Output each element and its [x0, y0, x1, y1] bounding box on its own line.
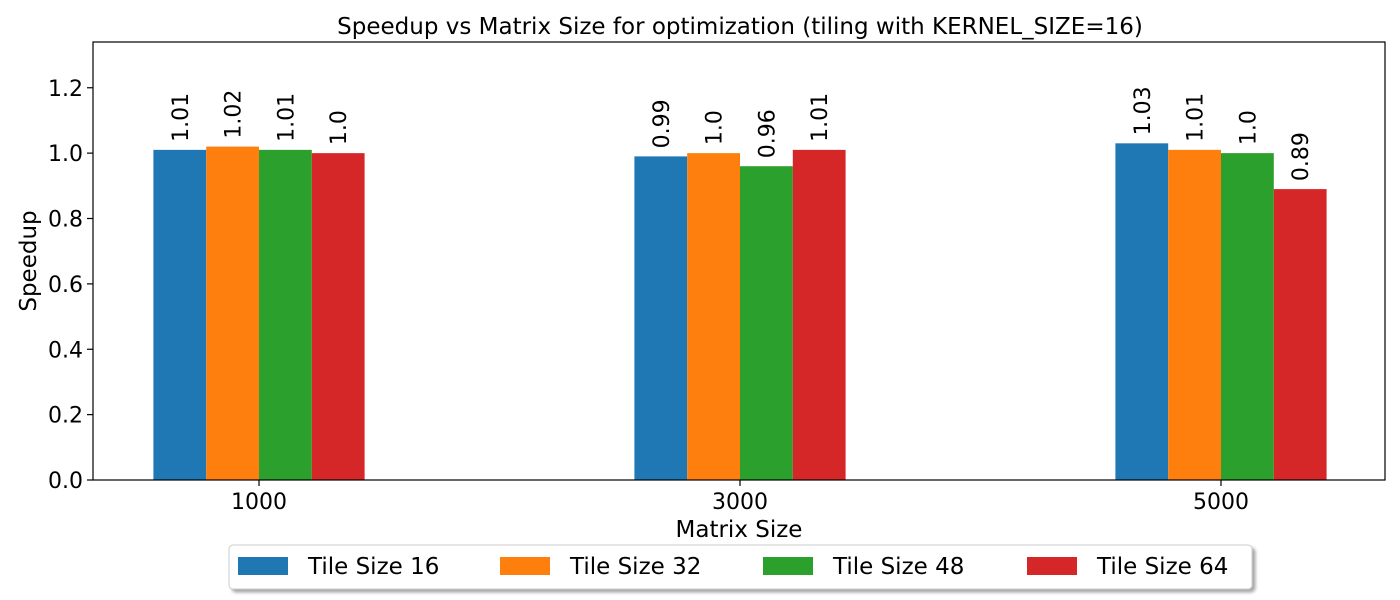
x-tick-label: 3000 — [712, 490, 768, 515]
bar-1000-series-2 — [206, 146, 259, 480]
data-label-5000-series-2: 1.01 — [1184, 93, 1209, 142]
legend-label-series-3: Tile Size 48 — [832, 554, 964, 580]
legend-label-series-2: Tile Size 32 — [569, 554, 701, 580]
bar-1000-series-1 — [153, 149, 207, 481]
bar-1000-series-4 — [311, 153, 365, 480]
x-tick-label: 5000 — [1193, 490, 1249, 515]
data-label-5000-series-1: 1.03 — [1131, 86, 1156, 135]
y-tick-label: 0.0 — [48, 469, 83, 494]
y-tick-label: 1.2 — [48, 77, 83, 102]
data-label-1000-series-4: 1.0 — [327, 110, 352, 145]
y-tick-label: 0.2 — [48, 404, 83, 429]
bar-3000-series-2 — [687, 153, 740, 480]
data-labels-group: 1.01 0.99 1.03 1.02 1.0 1.01 1.01 0.96 1.0 1.0 1.0… — [169, 86, 1314, 181]
bars-group — [153, 143, 1327, 481]
bar-3000-series-3 — [740, 166, 793, 480]
y-axis-label: Speedup — [16, 210, 42, 311]
legend-swatch-series-3 — [763, 557, 813, 575]
x-axis-label: Matrix Size — [676, 517, 803, 543]
y-tick-label: 0.6 — [48, 273, 83, 298]
y-tick-label: 0.8 — [48, 208, 83, 233]
plot-frame — [92, 41, 1386, 481]
legend-swatch-series-4 — [1027, 557, 1077, 575]
x-tick-label: 1000 — [231, 490, 287, 515]
data-label-3000-series-2: 1.0 — [703, 110, 728, 145]
bar-5000-series-3 — [1221, 153, 1274, 480]
legend: Tile Size 16 Tile Size 32 Tile Size 48 Tile… — [228, 544, 1253, 590]
legend-box — [228, 544, 1253, 590]
legend-swatch-series-2 — [500, 557, 550, 575]
y-tick-label: 1.0 — [48, 142, 83, 167]
legend-swatch-series-1 — [238, 557, 288, 575]
chart-title: Speedup vs Matrix Size for optimization … — [337, 14, 1143, 40]
data-label-3000-series-1: 0.99 — [650, 99, 675, 148]
y-tick-label: 0.4 — [48, 338, 83, 363]
legend-label-series-4: Tile Size 64 — [1096, 554, 1228, 580]
bar-3000-series-1 — [634, 156, 688, 480]
x-axis: 1000 3000 5000 — [231, 480, 1249, 515]
data-label-1000-series-2: 1.02 — [222, 90, 247, 139]
bar-5000-series-1 — [1115, 143, 1169, 480]
bar-5000-series-2 — [1168, 149, 1221, 481]
data-label-5000-series-4: 0.89 — [1289, 132, 1314, 181]
y-axis: 0.0 0.2 0.4 0.6 0.8 1.0 1.2 — [48, 77, 93, 494]
legend-label-series-1: Tile Size 16 — [307, 554, 439, 580]
data-label-3000-series-4: 1.01 — [808, 93, 833, 142]
bar-1000-series-3 — [259, 149, 312, 481]
data-label-1000-series-3: 1.01 — [274, 93, 299, 142]
bar-5000-series-4 — [1273, 189, 1327, 481]
data-label-3000-series-3: 0.96 — [755, 109, 780, 158]
data-label-1000-series-1: 1.01 — [169, 93, 194, 142]
bar-3000-series-4 — [792, 149, 846, 481]
data-label-5000-series-3: 1.0 — [1236, 110, 1261, 145]
